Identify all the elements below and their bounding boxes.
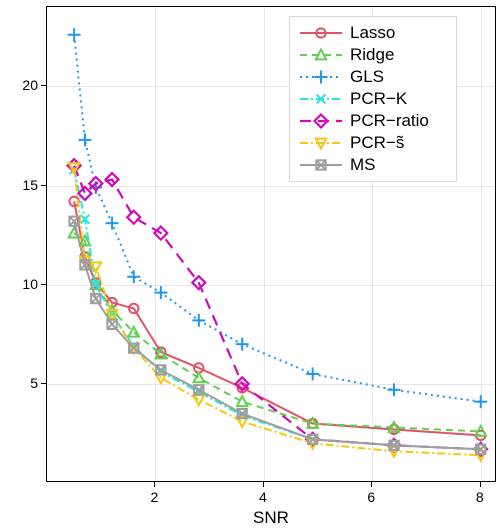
series-pcrs [69, 163, 486, 460]
series-ms [69, 217, 485, 454]
x-tick-label: 4 [259, 490, 267, 504]
series-lasso [69, 197, 485, 440]
x-axis-label: SNR [46, 508, 496, 528]
legend-label: PCR−s̃ [350, 133, 404, 153]
legend-label: Ridge [350, 45, 394, 65]
y-tick-label: 15 [22, 178, 38, 192]
legend-swatch [298, 154, 344, 176]
legend-item-ridge: Ridge [298, 44, 448, 66]
legend-item-pcrratio: PCR−ratio [298, 110, 448, 132]
chart-container: SNR LassoRidgeGLSPCR−KPCR−ratioPCR−s̃MS … [0, 0, 504, 530]
legend-swatch [298, 88, 344, 110]
legend-swatch [298, 44, 344, 66]
legend-label: PCR−K [350, 89, 407, 109]
legend-swatch [298, 110, 344, 132]
legend-item-pcrk: PCR−K [298, 88, 448, 110]
legend-swatch [298, 66, 344, 88]
legend-item-gls: GLS [298, 66, 448, 88]
x-tick-label: 2 [151, 490, 159, 504]
legend-label: MS [350, 155, 376, 175]
legend-item-ms: MS [298, 154, 448, 176]
legend-swatch [298, 132, 344, 154]
y-tick-label: 20 [22, 78, 38, 92]
legend-label: GLS [350, 67, 384, 87]
legend-item-lasso: Lasso [298, 22, 448, 44]
legend-item-pcrs: PCR−s̃ [298, 132, 448, 154]
y-tick-label: 10 [22, 277, 38, 291]
legend: LassoRidgeGLSPCR−KPCR−ratioPCR−s̃MS [289, 16, 457, 182]
legend-label: Lasso [350, 23, 395, 43]
legend-swatch [298, 22, 344, 44]
x-tick-label: 8 [476, 490, 484, 504]
series-ridge [69, 228, 486, 436]
series-pcrratio [68, 159, 488, 456]
series-pcrk [70, 165, 485, 453]
x-tick-label: 6 [367, 490, 375, 504]
y-tick-label: 5 [30, 376, 38, 390]
legend-label: PCR−ratio [350, 111, 429, 131]
